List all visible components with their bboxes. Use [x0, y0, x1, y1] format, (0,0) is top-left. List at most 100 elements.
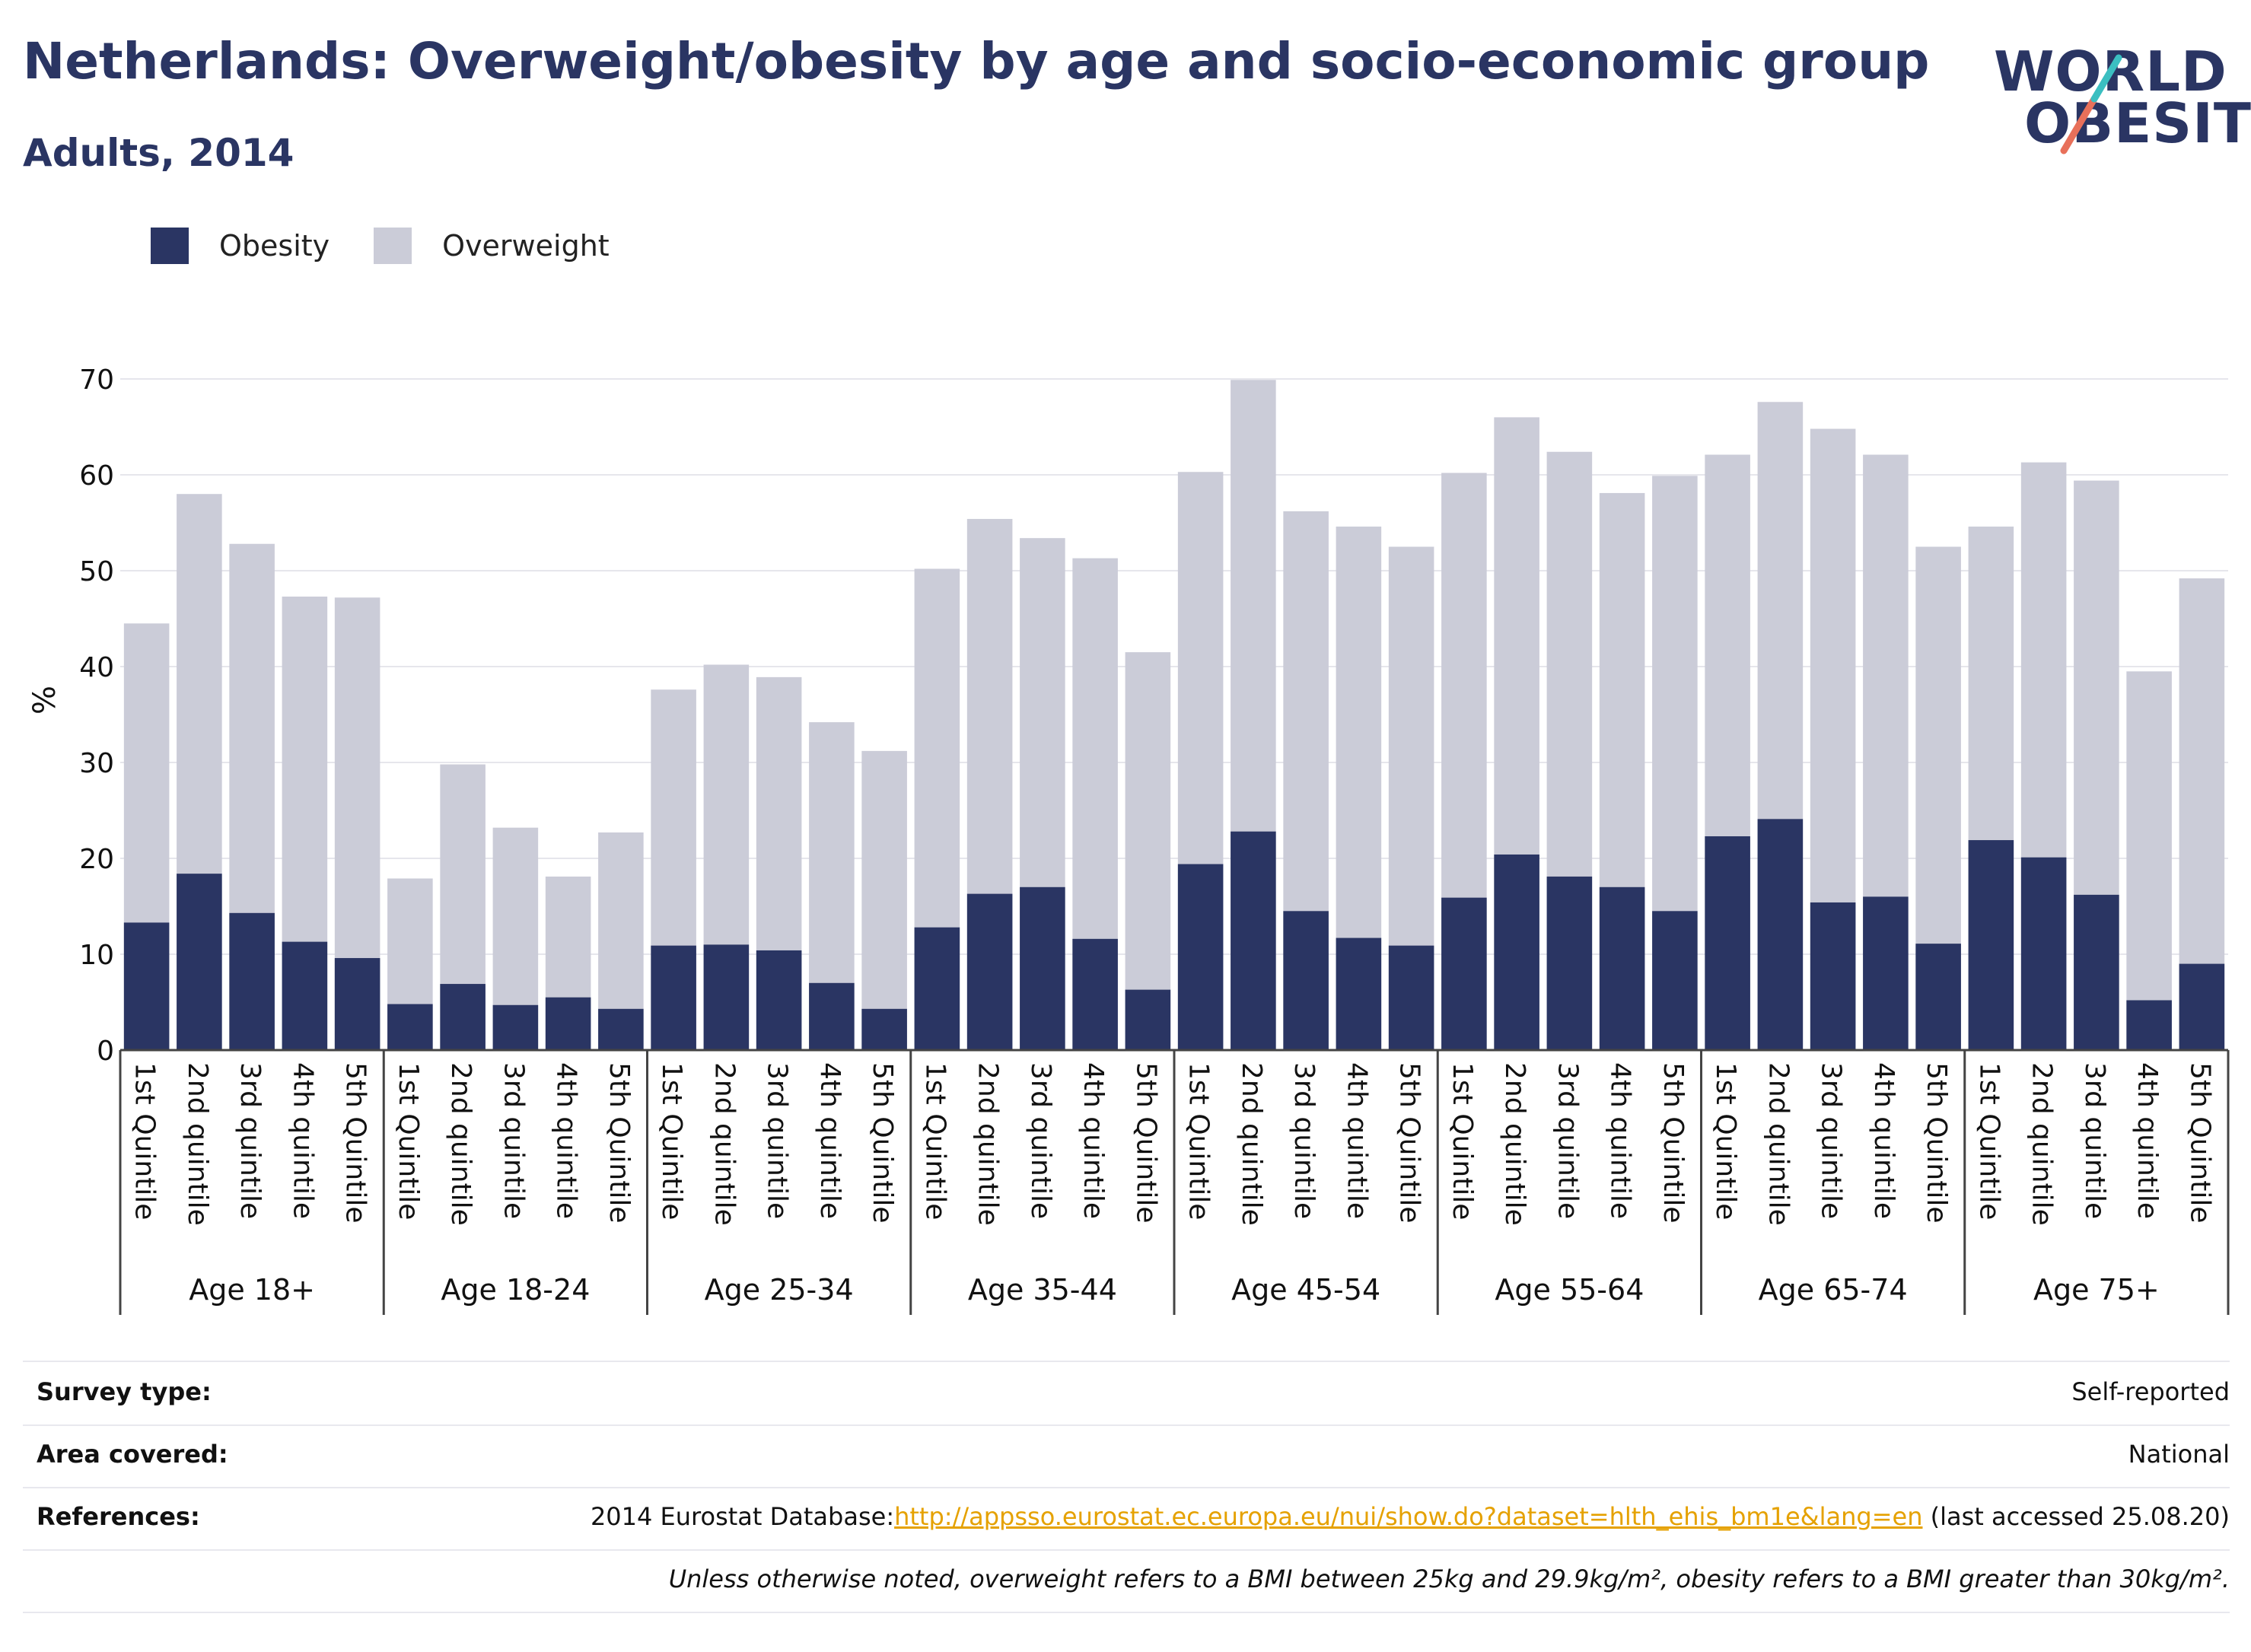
obesity-bar — [1231, 831, 1276, 1050]
x-tick-label: 1st Quintile — [393, 1062, 424, 1220]
info-row-area-covered: Area covered: National — [23, 1424, 2230, 1488]
y-tick-label: 60 — [79, 460, 114, 492]
chart-title: Netherlands: Overweight/obesity by age a… — [23, 32, 1930, 91]
obesity-bar — [861, 1008, 907, 1050]
x-tick-label: 3rd quintile — [1552, 1062, 1583, 1219]
info-row-note: Unless otherwise noted, overweight refer… — [23, 1549, 2230, 1613]
x-tick-label: 5th Quintile — [867, 1062, 898, 1224]
obesity-bar — [1177, 864, 1224, 1050]
x-tick-label: 1st Quintile — [1710, 1062, 1741, 1220]
obesity-bar — [914, 927, 960, 1050]
references-value: 2014 Eurostat Database:http://appsso.eur… — [591, 1502, 2230, 1531]
obesity-bar — [703, 944, 750, 1050]
obesity-bar — [1388, 945, 1434, 1050]
legend-swatch-obesity — [151, 227, 189, 264]
obesity-bar — [229, 912, 275, 1050]
group-label: Age 45-54 — [1231, 1273, 1380, 1307]
obesity-bar — [1705, 836, 1750, 1050]
obesity-bar — [2020, 857, 2067, 1050]
bmi-definition-note: Unless otherwise noted, overweight refer… — [668, 1564, 2230, 1593]
group-label: Age 25-34 — [705, 1273, 854, 1307]
group-label: Age 55-64 — [1495, 1273, 1644, 1307]
obesity-bar — [440, 984, 486, 1050]
legend-item-obesity: Obesity — [151, 227, 330, 264]
x-tick-label: 2nd quintile — [2027, 1062, 2058, 1226]
x-tick-label: 4th quintile — [2132, 1062, 2163, 1219]
chart-legend: Obesity Overweight — [151, 224, 654, 266]
obesity-bar — [545, 997, 591, 1050]
obesity-bar — [1757, 819, 1804, 1050]
chart-subtitle: Adults, 2014 — [23, 131, 295, 175]
x-tick-label: 5th Quintile — [340, 1062, 371, 1224]
obesity-bar — [1599, 886, 1645, 1050]
x-tick-label: 3rd quintile — [2079, 1062, 2110, 1219]
x-tick-label: 1st Quintile — [919, 1062, 950, 1220]
obesity-bar — [1863, 896, 1909, 1050]
x-tick-label: 3rd quintile — [1025, 1062, 1056, 1219]
obesity-bar — [334, 958, 380, 1050]
obesity-bar — [598, 1008, 644, 1050]
obesity-bar — [1020, 886, 1065, 1050]
references-prefix: 2014 Eurostat Database: — [590, 1502, 895, 1531]
x-tick-label: 5th Quintile — [1921, 1062, 1952, 1224]
overweight-bar — [2126, 671, 2172, 1050]
obesity-bar — [966, 893, 1013, 1050]
obesity-bar — [1336, 937, 1382, 1050]
y-tick-label: 10 — [79, 940, 114, 971]
group-label: Age 65-74 — [1759, 1273, 1908, 1307]
obesity-bar — [387, 1004, 433, 1050]
x-tick-label: 5th Quintile — [603, 1062, 635, 1224]
info-table: Survey type: Self-reported Area covered:… — [23, 1361, 2230, 1613]
obesity-bar — [1283, 911, 1329, 1050]
x-tick-label: 4th quintile — [1078, 1062, 1109, 1219]
x-tick-label: 4th quintile — [814, 1062, 845, 1219]
obesity-bar — [2126, 1000, 2172, 1050]
logo-line-2: OBESITY — [2024, 91, 2251, 155]
group-label: Age 35-44 — [968, 1273, 1117, 1307]
y-axis-label: % — [27, 686, 62, 715]
area-covered-key: Area covered: — [37, 1440, 228, 1469]
legend-label-obesity: Obesity — [219, 228, 330, 263]
obesity-bar — [2074, 894, 2119, 1050]
y-tick-label: 30 — [79, 748, 114, 779]
x-tick-label: 5th Quintile — [1657, 1062, 1689, 1224]
x-tick-label: 1st Quintile — [656, 1062, 687, 1220]
survey-type-key: Survey type: — [37, 1377, 212, 1406]
y-tick-label: 70 — [79, 364, 114, 396]
x-tick-label: 5th Quintile — [1394, 1062, 1425, 1224]
info-row-survey-type: Survey type: Self-reported — [23, 1362, 2230, 1426]
overweight-bar — [861, 750, 907, 1050]
x-tick-label: 4th quintile — [1341, 1062, 1372, 1219]
x-tick-label: 4th quintile — [551, 1062, 582, 1219]
bar-chart: 0 10 20 30 40 50 60 70% 1st Quintile 2nd quintile… — [27, 364, 2230, 1315]
x-tick-label: 2nd quintile — [1499, 1062, 1530, 1226]
obesity-bar — [1494, 854, 1539, 1050]
survey-type-value: Self-reported — [2071, 1377, 2230, 1406]
y-tick-label: 20 — [79, 844, 114, 875]
obesity-bar — [1125, 989, 1171, 1050]
references-link[interactable]: http://appsso.eurostat.ec.europa.eu/nui/… — [894, 1502, 1923, 1531]
obesity-bar — [651, 945, 696, 1050]
obesity-bar — [1546, 876, 1593, 1050]
logo-slash-icon — [2060, 54, 2122, 154]
x-tick-label: 1st Quintile — [1447, 1062, 1478, 1220]
y-tick-label: 0 — [97, 1036, 114, 1067]
group-label: Age 75+ — [2033, 1273, 2160, 1307]
obesity-bar — [177, 874, 222, 1050]
x-tick-label: 1st Quintile — [129, 1062, 161, 1220]
obesity-bar — [1810, 902, 1856, 1050]
y-tick-label: 50 — [79, 556, 114, 587]
x-tick-label: 2nd quintile — [1236, 1062, 1267, 1226]
x-tick-label: 2nd quintile — [1762, 1062, 1794, 1226]
x-tick-label: 5th Quintile — [1130, 1062, 1161, 1224]
obesity-bar — [756, 950, 802, 1050]
x-tick-label: 4th quintile — [1868, 1062, 1899, 1219]
x-tick-label: 1st Quintile — [1973, 1062, 2004, 1220]
area-covered-value: National — [2128, 1440, 2230, 1469]
x-tick-label: 5th Quintile — [2184, 1062, 2215, 1224]
obesity-bar — [282, 941, 328, 1050]
y-tick-label: 40 — [79, 652, 114, 683]
obesity-bar — [809, 982, 855, 1050]
references-key: References: — [37, 1502, 200, 1531]
x-tick-label: 3rd quintile — [762, 1062, 793, 1219]
